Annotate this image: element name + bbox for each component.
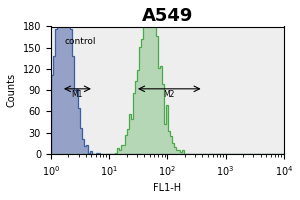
Text: M2: M2 [164,90,175,99]
X-axis label: FL1-H: FL1-H [153,183,181,193]
Title: A549: A549 [142,7,193,25]
Y-axis label: Counts: Counts [7,73,17,107]
Text: control: control [64,37,96,46]
Text: M1: M1 [72,90,83,99]
Polygon shape [51,0,284,154]
Polygon shape [51,0,284,154]
